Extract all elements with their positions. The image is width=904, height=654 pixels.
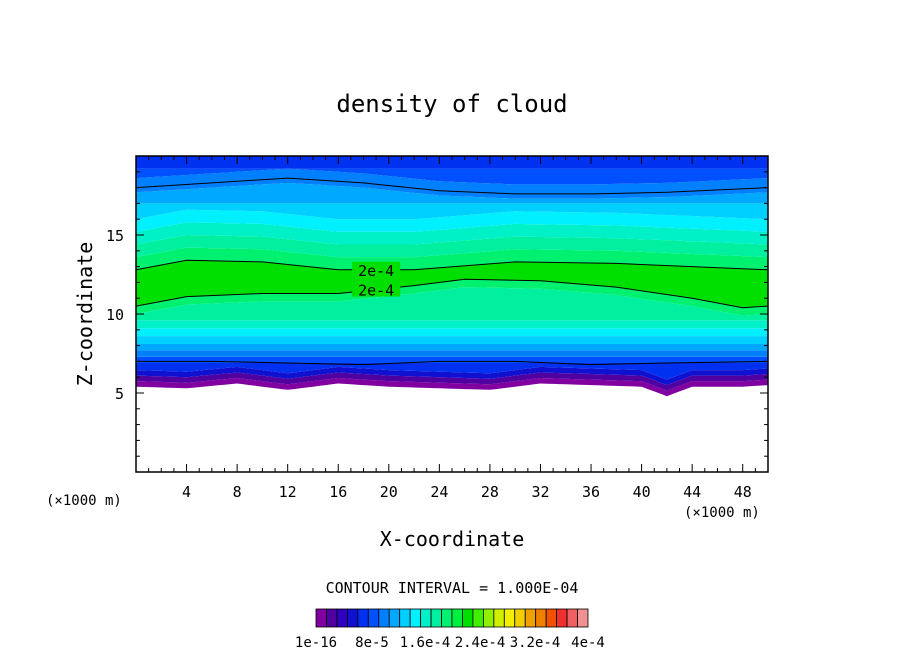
colorbar-swatch <box>482 608 495 628</box>
colorbar-swatch <box>399 608 411 628</box>
density-band <box>136 366 768 386</box>
contour-line <box>136 360 768 366</box>
colorbar-swatch <box>388 608 401 628</box>
colorbar-swatch <box>346 608 359 628</box>
contour-label-bg <box>352 261 401 277</box>
density-band <box>136 235 768 258</box>
x-tick-label: 32 <box>531 483 549 501</box>
y-axis: 5 10 15 <box>106 155 768 473</box>
colorbar-tick-label: 3.2e-4 <box>510 635 561 651</box>
colorbar-swatch <box>357 608 369 628</box>
y-axis-label: Z-coordinate <box>73 242 97 387</box>
density-band <box>136 350 768 357</box>
density-band <box>136 363 768 380</box>
colorbar-swatch <box>336 608 348 628</box>
colorbar-swatch <box>524 608 537 628</box>
x-tick-label: 36 <box>582 483 600 501</box>
chart-title: density of cloud <box>336 90 567 118</box>
colorbar-swatch <box>556 608 568 628</box>
density-band <box>136 372 768 391</box>
density-band <box>136 203 768 220</box>
density-band <box>136 279 768 316</box>
density-band <box>136 260 768 308</box>
colorbar-swatch <box>493 608 505 628</box>
contour-lines <box>136 177 768 366</box>
colorbar-tick-label: 1e-16 <box>295 635 337 651</box>
colorbar-tick-label: 2.4e-4 <box>455 635 506 651</box>
colorbar-labels: 1e-16 8e-5 1.6e-4 2.4e-4 3.2e-4 4e-4 <box>295 635 605 651</box>
x-unit-left: (×1000 m) <box>46 493 122 509</box>
colorbar-swatch <box>462 608 474 628</box>
contour-label: 2e-4 <box>358 262 394 280</box>
density-band <box>136 182 768 204</box>
colorbar-swatch <box>503 608 516 628</box>
density-field <box>136 156 768 397</box>
colorbar-swatch <box>535 608 547 628</box>
density-band <box>136 328 768 337</box>
x-tick-label: 4 <box>182 483 191 501</box>
contour-line <box>136 278 768 309</box>
y-tick-label: 10 <box>106 306 124 324</box>
colorbar-swatch <box>378 608 390 628</box>
x-axis-label: X-coordinate <box>380 527 525 551</box>
x-tick-label: 8 <box>233 483 242 501</box>
colorbar-tick-label: 4e-4 <box>571 635 605 651</box>
colorbar-swatch <box>514 608 526 628</box>
y-tick-label: 15 <box>106 227 124 245</box>
density-band <box>136 156 768 169</box>
density-band <box>136 378 768 397</box>
colorbar-swatch <box>545 608 558 628</box>
x-unit-right: (×1000 m) <box>684 505 760 521</box>
colorbar-swatch <box>409 608 422 628</box>
density-band <box>136 344 768 351</box>
colorbar-swatch <box>367 608 380 628</box>
x-tick-label: 16 <box>329 483 347 501</box>
colorbar-swatch <box>420 608 432 628</box>
density-band <box>136 209 768 232</box>
colorbar-tick-label: 1.6e-4 <box>400 635 451 651</box>
colorbar-swatch <box>451 608 463 628</box>
colorbar <box>315 608 589 628</box>
colorbar-swatch <box>430 608 442 628</box>
x-tick-label: 48 <box>734 483 752 501</box>
x-tick-label: 44 <box>683 483 701 501</box>
x-axis: 4 8 12 16 20 24 28 32 36 40 44 48 <box>135 156 769 501</box>
colorbar-swatch <box>441 608 453 628</box>
density-band <box>136 168 768 199</box>
contour-labels: 2e-4 2e-4 <box>352 261 401 300</box>
density-band <box>136 247 768 270</box>
colorbar-swatch <box>472 608 484 628</box>
colorbar-swatch <box>326 608 338 628</box>
contour-label-bg <box>352 281 401 297</box>
contour-line <box>136 177 768 195</box>
contour-label: 2e-4 <box>358 282 394 300</box>
density-band <box>136 336 768 344</box>
colorbar-tick-label: 8e-5 <box>355 635 389 651</box>
density-band <box>136 320 768 329</box>
contour-interval-text: CONTOUR INTERVAL = 1.000E-04 <box>326 579 579 597</box>
x-tick-label: 12 <box>279 483 297 501</box>
colorbar-swatch <box>315 608 327 628</box>
x-tick-label: 20 <box>380 483 398 501</box>
x-tick-label: 24 <box>430 483 448 501</box>
x-tick-label: 28 <box>481 483 499 501</box>
contour-line <box>136 259 768 271</box>
density-band <box>136 222 768 245</box>
density-band <box>136 356 768 363</box>
density-band <box>136 287 768 321</box>
density-band <box>136 168 768 185</box>
x-tick-label: 40 <box>633 483 651 501</box>
colorbar-swatch <box>566 608 578 628</box>
colorbar-swatch <box>577 608 589 628</box>
y-tick-label: 5 <box>115 385 124 403</box>
